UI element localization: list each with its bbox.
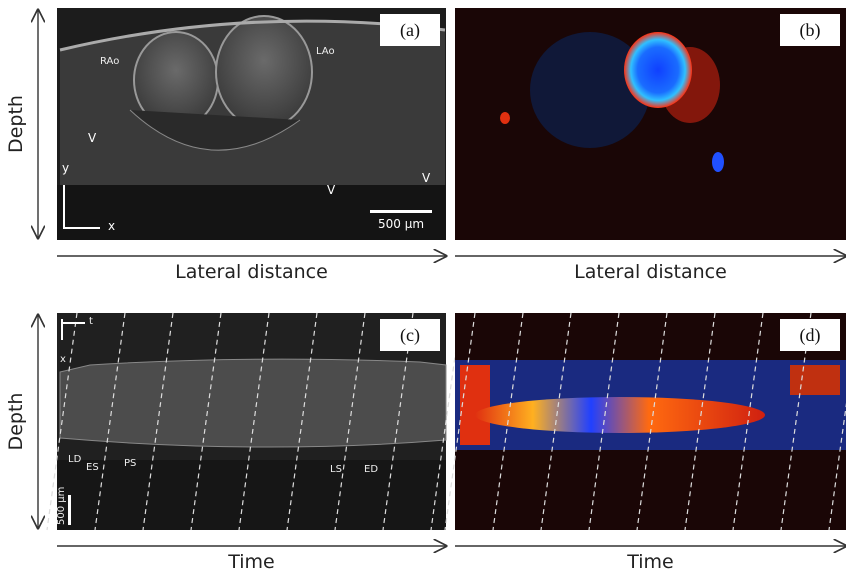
annotation: ED bbox=[364, 464, 378, 475]
annotation: PS bbox=[124, 458, 136, 469]
y-axis-label: Depth bbox=[5, 95, 27, 153]
annotation: t bbox=[89, 316, 93, 327]
panel-label: (a) bbox=[400, 20, 420, 41]
panel-label: (b) bbox=[800, 20, 821, 41]
annotation: V bbox=[422, 171, 431, 185]
annotation: LAo bbox=[316, 46, 335, 57]
y-axis-label: Depth bbox=[5, 393, 27, 451]
x-axis-label: Lateral distance bbox=[175, 261, 328, 283]
panel-label: (d) bbox=[800, 325, 821, 346]
figure: Depth (a) Lateral distance RAo LAo V V Vy x 500 µ… bbox=[0, 0, 846, 578]
annotation: RAo bbox=[100, 56, 119, 67]
x-axis-label: Time bbox=[227, 551, 275, 573]
annotation: y bbox=[62, 161, 69, 175]
annotation: V bbox=[327, 183, 336, 197]
annotation: LS bbox=[330, 464, 342, 475]
annotation: 500 µm bbox=[378, 217, 424, 231]
annotation: ES bbox=[86, 462, 99, 473]
page: {"rows": [ {"y_label": "Depth", "panels"… bbox=[0, 0, 846, 578]
panel-label: (c) bbox=[400, 325, 420, 346]
x-axis-label: Lateral distance bbox=[574, 261, 727, 283]
annotation: 500 µm bbox=[56, 487, 67, 525]
annotation: x bbox=[108, 219, 115, 233]
annotation: V bbox=[88, 131, 97, 145]
x-axis-label: Time bbox=[626, 551, 674, 573]
annotation: x bbox=[60, 354, 66, 365]
annotation: LD bbox=[68, 454, 82, 465]
